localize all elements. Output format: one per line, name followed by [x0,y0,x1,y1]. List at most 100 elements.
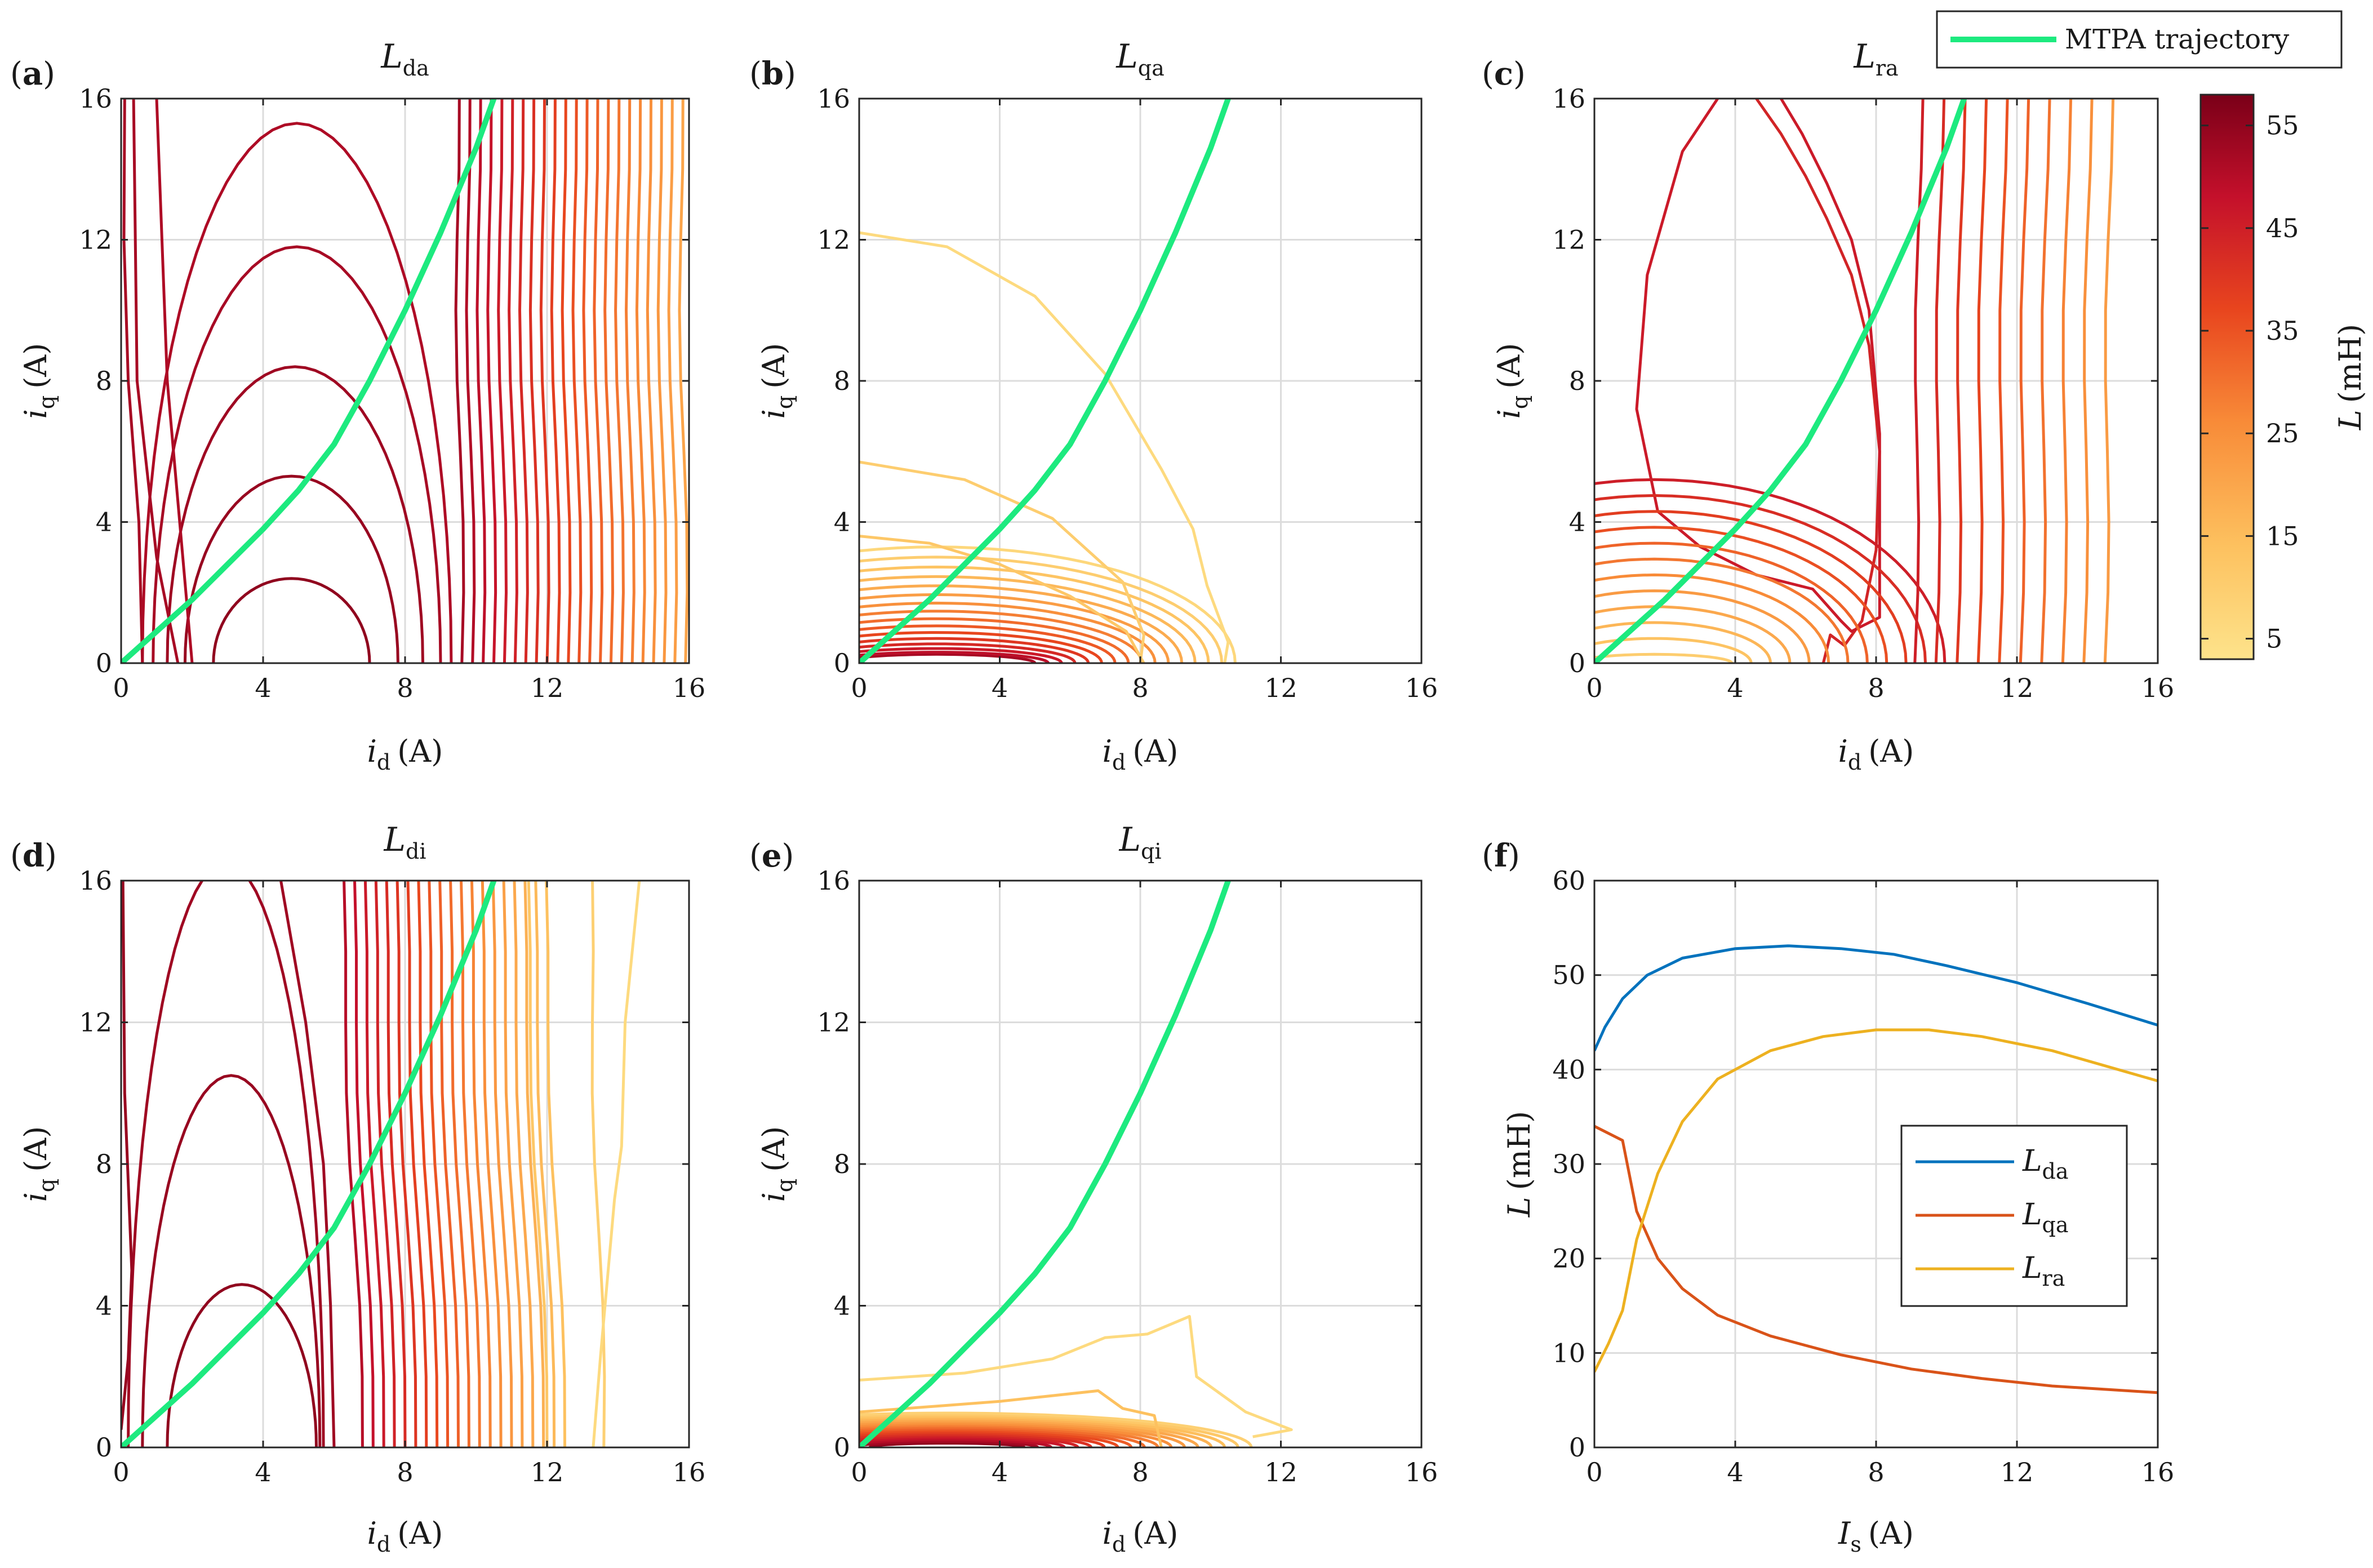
contour-line [465,99,476,663]
tick-label-x: 12 [1264,673,1297,703]
tick-label-x: 16 [673,673,706,703]
panel-d-letter: (d) [10,837,57,874]
contour-line [1956,99,1967,663]
tick-label-x: 4 [1727,673,1743,703]
tick-label-x: 16 [2141,673,2175,703]
tick-label-x: 12 [531,673,564,703]
mtpa-trajectory [121,99,497,663]
tick-label-y: 12 [79,225,112,255]
tick-label-x: 16 [1405,1457,1438,1487]
legend-label-Lqa: Lqa [2022,1198,2069,1237]
series-line-Lqa [1594,1125,2158,1394]
tick-label-x: 4 [255,1457,271,1487]
panel-c-ylabel: iq(A) [1491,343,1532,419]
panel-e: 0 4 8 12 16 0 4 8 12 16 (e) Lqi id (A) iq(A) [749,820,1438,1557]
tick-label-y: 8 [96,366,112,396]
contour-line [859,1419,1199,1447]
tick-label-x: 12 [531,1457,564,1487]
contour-line [508,99,518,663]
tick-label-x: 0 [113,673,129,703]
contour-line [859,545,1237,663]
colorbar: 5 15 25 35 45 55 L(mH) [2199,94,2368,660]
contour-line [656,99,668,663]
tick-label-y: 16 [79,865,112,896]
panel-d-xlabel: id (A) [367,1516,443,1557]
contour-line [1594,510,1908,663]
contour-line [1998,99,2009,663]
contour-line [449,881,470,1447]
contour-line [592,881,641,1447]
contour-line [166,1283,318,1447]
tick-label-y: 12 [79,1007,112,1038]
contour-line [527,881,549,1447]
contour-line [614,99,625,663]
contour-line [141,122,453,663]
contour-line [859,1411,1253,1447]
tick-label-y: 4 [96,507,112,538]
mtpa-trajectory [1594,99,1967,663]
contour-line [859,637,1090,663]
contour-line [1594,478,1947,663]
contour-line [859,584,1184,663]
contour-line [1635,99,1881,633]
contour-line [1976,99,1988,663]
tick-label-x: 12 [2001,1457,2034,1487]
contour-line [593,99,604,663]
contour-line [534,881,556,1447]
contour-line [166,365,424,663]
legend-label-Lra: Lra [2022,1251,2065,1291]
panel-a-ylabel: iq(A) [18,343,59,419]
tick-label-x: 16 [2141,1457,2175,1487]
tick-label-y: 0 [834,1432,850,1463]
colorbar-label: L(mH) [2332,324,2368,430]
contour-line [859,565,1210,663]
contour-line [481,881,503,1447]
contour-line [859,1429,1119,1447]
contour-line [1594,621,1772,663]
panel-f-lines [1594,944,2158,1394]
contour-line [635,99,646,663]
colorbar-gradient [2199,94,2255,660]
contour-line [539,99,550,663]
contour-line [859,647,1063,663]
panel-b-title: Lqa [1116,37,1165,81]
contour-line [545,881,566,1447]
contour-line [528,99,540,663]
panel-a-contours [122,99,689,663]
contour-line [859,1436,1066,1447]
contour-line [590,881,606,1447]
contour-line [859,642,1077,663]
contour-line [678,99,689,663]
mtpa-legend: MTPA trajectory [1936,10,2343,69]
panel-d-mtpa-line [121,881,497,1447]
contour-line [155,99,194,663]
panel-c-ticks: 0 4 8 12 16 0 4 8 12 16 [1552,83,2174,703]
contour-line [1913,99,1925,663]
contour-line [582,99,593,663]
mtpa-trajectory [859,881,1231,1447]
contour-line [603,99,614,663]
panel-a-mtpa-line [121,99,497,663]
contour-line [859,1438,1052,1447]
panel-b-ylabel: iq(A) [756,343,797,419]
tick-label-y: 0 [1569,1432,1585,1463]
tick-label-y: 8 [96,1149,112,1179]
panel-b-ticks: 0 4 8 12 16 0 4 8 12 16 [817,83,1438,703]
tick-label-y: 0 [96,648,112,678]
colorbar-ticks: 5 15 25 35 45 55 [2201,110,2299,654]
colorbar-tick-label: 35 [2266,316,2299,346]
contour-line [1594,573,1830,663]
contour-line [859,1314,1293,1438]
contour-line [859,617,1130,663]
contour-line [122,99,144,663]
tick-label-x: 12 [1264,1457,1297,1487]
contour-line [571,99,583,663]
contour-line [2082,99,2094,663]
tick-label-x: 0 [113,1457,129,1487]
contour-line [1594,637,1753,663]
panel-a-grid [120,97,690,664]
contour-line [2061,99,2073,663]
contour-line [667,99,678,663]
panel-c-contours [1594,99,2115,663]
